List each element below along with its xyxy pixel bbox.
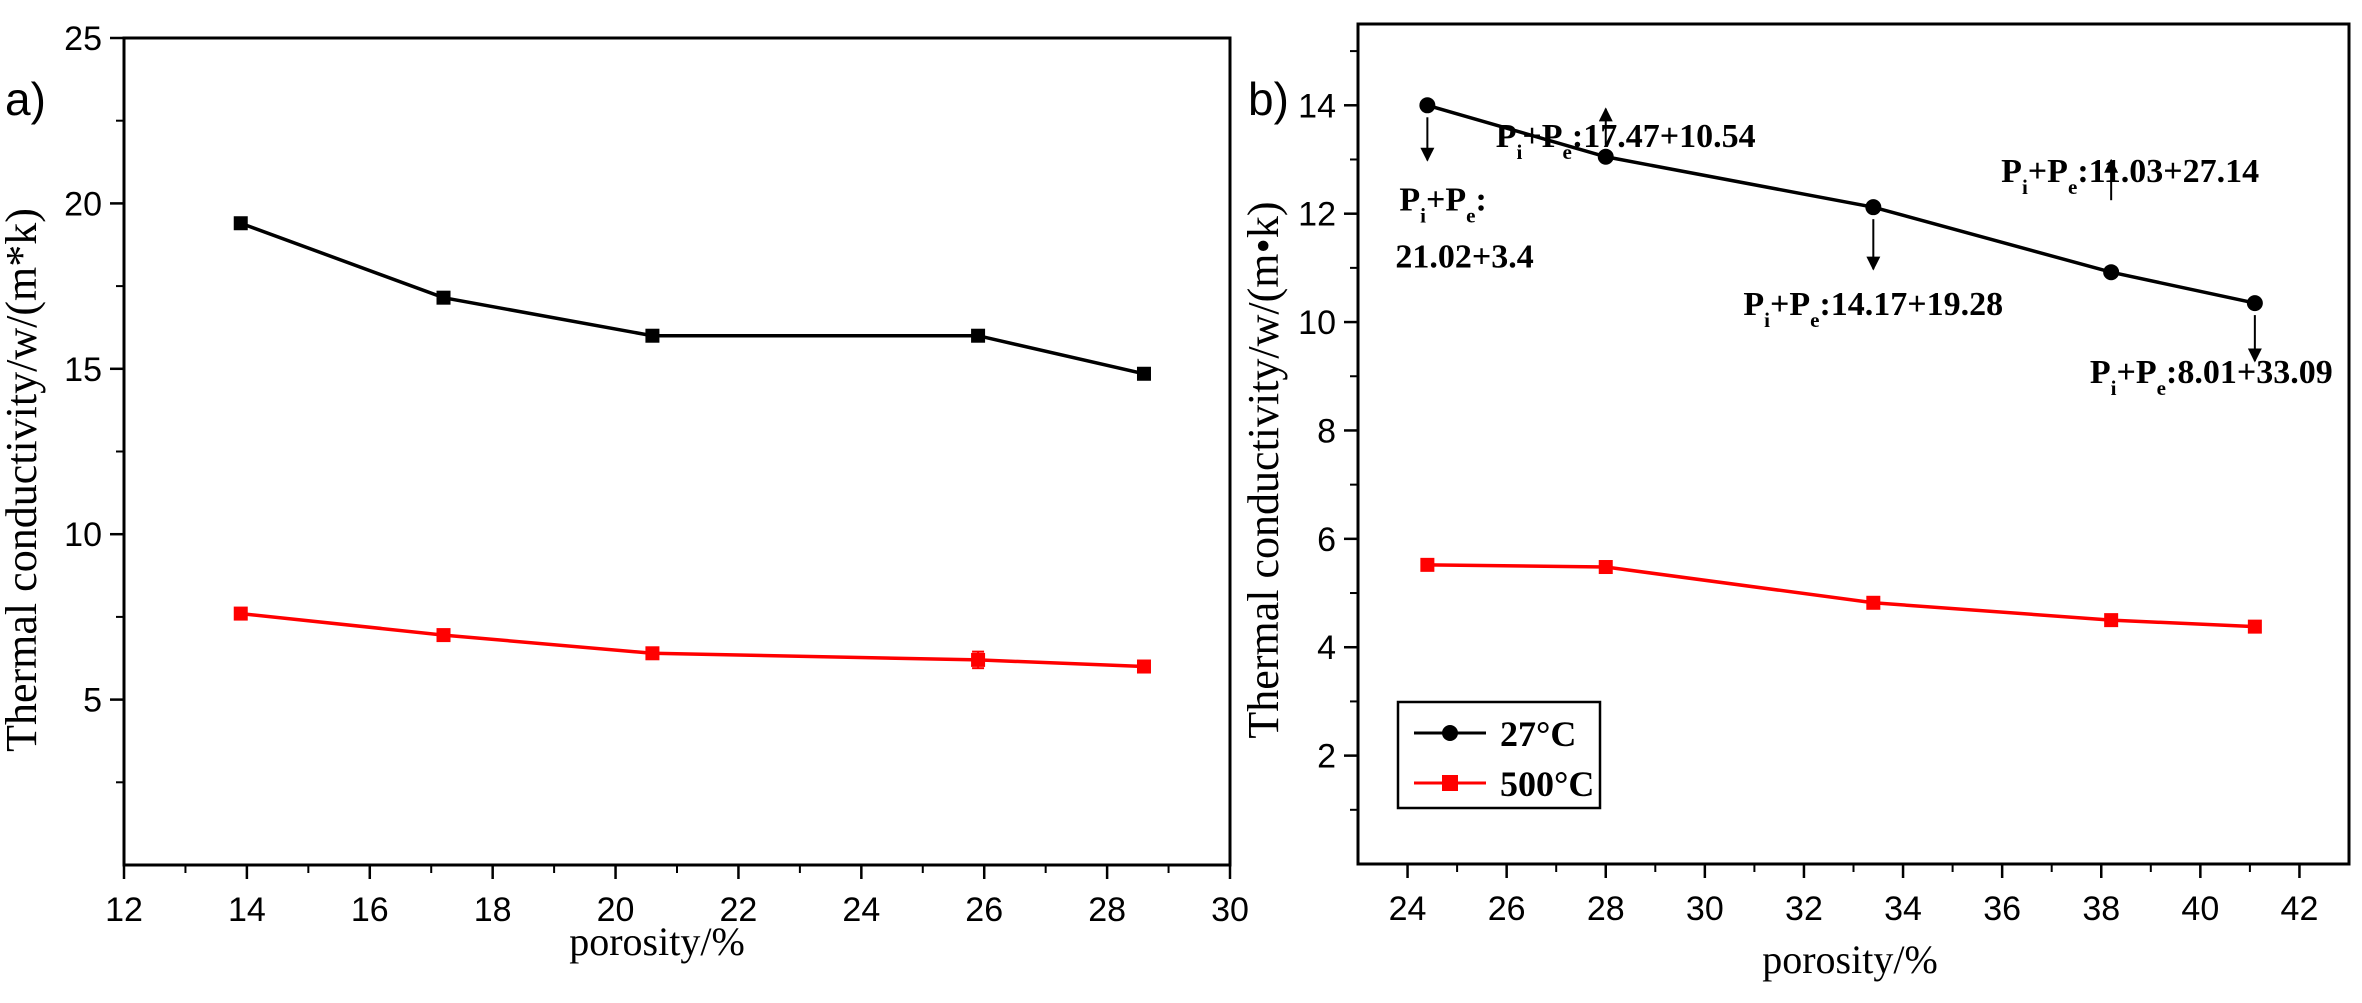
legend-marker-27c [1442, 725, 1458, 741]
x-tick-label: 38 [2082, 890, 2120, 928]
annotation-text: 21.02+3.4 [1395, 238, 1533, 275]
y-axis-label-b: Thermal conductivity/w/(m•k) [1239, 201, 1288, 738]
legend-box [1396, 700, 1602, 810]
series-group-a [233, 216, 1151, 674]
annotation-text: Pi+Pe:11.03+27.14 [2001, 153, 2259, 199]
data-point [1136, 366, 1151, 381]
data-point [1598, 560, 1613, 575]
x-tick-label: 32 [1785, 890, 1823, 928]
y-tick-label: 10 [1298, 304, 1336, 342]
y-tick-label: 14 [1298, 87, 1336, 125]
x-tick-label: 20 [597, 891, 635, 929]
x-tick-label: 24 [1389, 890, 1427, 928]
data-point [1866, 595, 1881, 610]
x-tick-label: 30 [1211, 891, 1249, 929]
panel-label-b: b) [1248, 73, 1289, 125]
x-tick-label: 12 [105, 891, 143, 929]
data-point [1136, 659, 1151, 674]
y-tick-label: 25 [64, 20, 102, 58]
data-point [645, 646, 660, 661]
series-line [1427, 563, 2255, 629]
x-tick-label: 42 [2281, 890, 2319, 928]
legend-label-27c: 27°C [1500, 714, 1576, 754]
y-axis-label-a: Thermal conductivity/w/(m*k) [0, 208, 46, 752]
x-tick-label: 30 [1686, 890, 1724, 928]
annotation-text: Pi+Pe:8.01+33.09 [2090, 354, 2333, 400]
data-point [2104, 613, 2119, 628]
y-tick-label: 5 [83, 682, 102, 720]
panel-a: a) 12 14 16 18 20 22 24 26 28 30 5 10 15 20 25 porosit… [0, 20, 1249, 964]
plot-frame-a [122, 36, 1232, 867]
annotation-text: Pi+Pe:17.47+10.54 [1496, 118, 1756, 164]
data-point [645, 328, 660, 343]
data-point [2103, 264, 2120, 281]
y-tick-label: 10 [64, 516, 102, 554]
y-tick-label: 20 [64, 185, 102, 223]
x-axis-label-a: porosity/% [569, 919, 745, 964]
data-point [1597, 148, 1614, 165]
annotation-text: Pi+Pe:14.17+19.28 [1743, 286, 2003, 332]
x-tick-label: 26 [965, 891, 1003, 929]
x-tick-label: 22 [720, 891, 758, 929]
y-tick-label: 12 [1298, 196, 1336, 234]
data-point [971, 652, 986, 667]
x-tick-label: 26 [1488, 890, 1526, 928]
series-line [240, 611, 1145, 669]
data-point [436, 628, 451, 643]
data-point [233, 216, 248, 231]
y-tick-label: 6 [1317, 521, 1336, 559]
x-axis-label-b: porosity/% [1762, 937, 1938, 982]
data-point [1865, 199, 1882, 216]
y-tick-label: 2 [1317, 738, 1336, 776]
legend-marker-500c [1442, 775, 1458, 791]
x-tick-label: 16 [351, 891, 389, 929]
y-tick-label: 4 [1317, 629, 1336, 667]
data-point [971, 328, 986, 343]
x-tick-label: 24 [842, 891, 880, 929]
x-tick-label: 28 [1088, 891, 1126, 929]
legend-label-500c: 500°C [1500, 764, 1594, 804]
x-tick-label: 34 [1884, 890, 1922, 928]
data-point [2247, 619, 2262, 634]
axis-ticks-a: 12 14 16 18 20 22 24 26 28 30 5 10 15 20 25 [64, 20, 1249, 929]
data-point [436, 290, 451, 305]
y-tick-label: 8 [1317, 412, 1336, 450]
series-line [240, 221, 1145, 376]
annotations-b: Pi+Pe: 21.02+3.4 Pi+Pe:17.47+10.54 Pi+Pe:14… [1395, 107, 2333, 400]
data-point [2246, 295, 2263, 312]
x-tick-label: 18 [474, 891, 512, 929]
x-tick-label: 28 [1587, 890, 1625, 928]
series-group-b [1419, 97, 2263, 634]
x-tick-label: 14 [228, 891, 266, 929]
legend-b: 27°C 500°C [1396, 700, 1602, 810]
annotation-text: Pi+Pe: [1399, 181, 1486, 227]
data-point [1420, 557, 1435, 572]
x-tick-label: 36 [1983, 890, 2021, 928]
data-point [233, 606, 248, 621]
panel-label-a: a) [5, 73, 46, 125]
y-tick-label: 15 [64, 351, 102, 389]
x-tick-label: 40 [2181, 890, 2219, 928]
data-point [1419, 97, 1436, 114]
